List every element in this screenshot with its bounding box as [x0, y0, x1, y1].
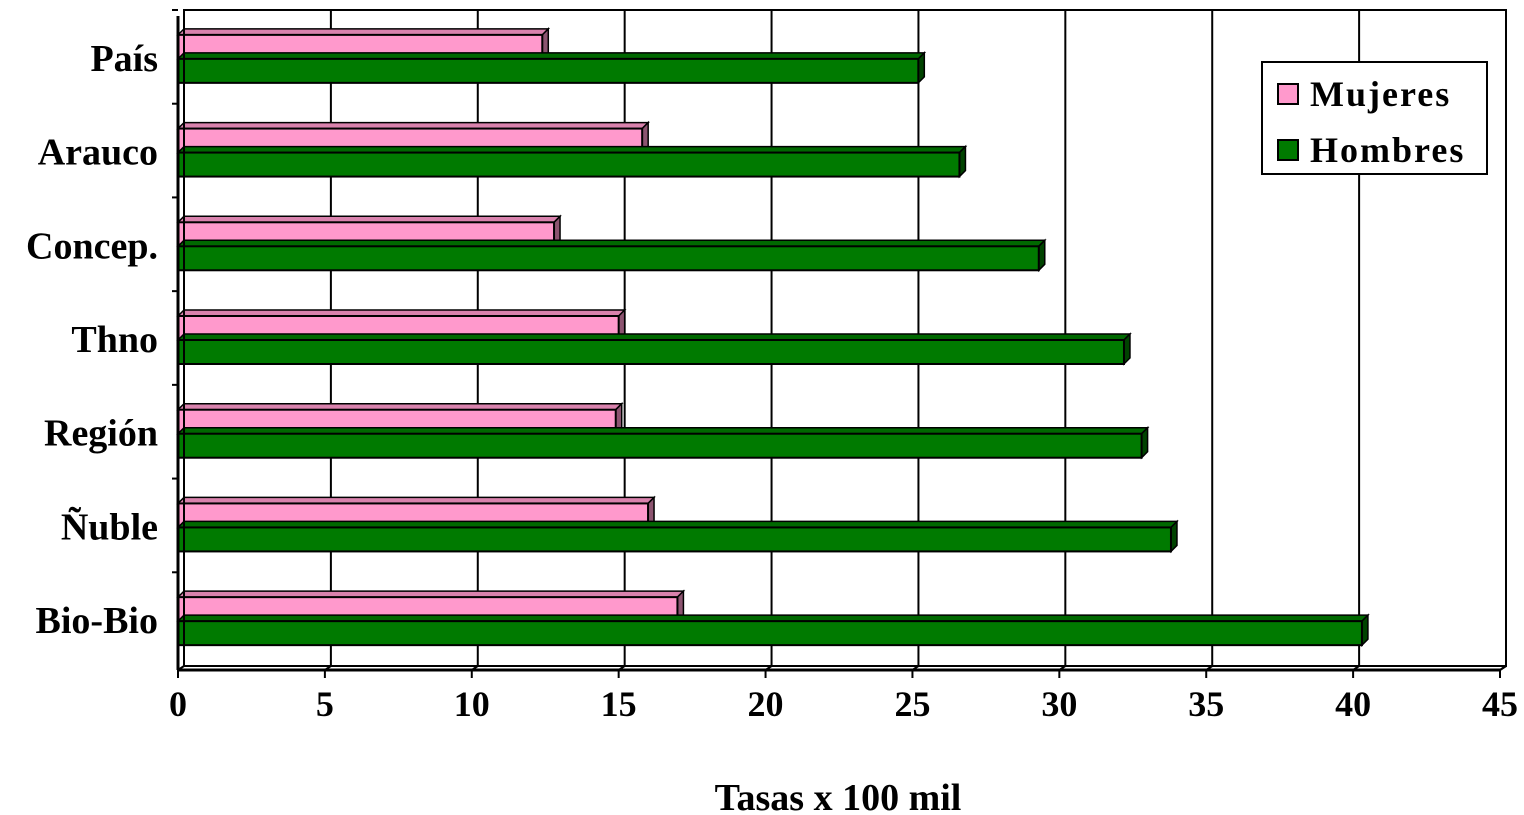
y-category-labels: Bio-Bio Ñuble Región Thno Concep. Arauco País [26, 38, 158, 642]
bar-hombres-2 [176, 425, 1150, 460]
legend-swatch-mujeres [1277, 83, 1299, 105]
axes-group [172, 9, 1507, 678]
x-tick-label: 20 [748, 684, 784, 724]
bar-front-face [177, 526, 1172, 553]
y-tick-label: Concep. [26, 225, 158, 267]
x-tick-label: 0 [169, 684, 187, 724]
y-tick-label: Región [44, 413, 158, 455]
x-tick-label: 15 [601, 684, 637, 724]
bar-hombres-3 [176, 332, 1132, 366]
bar-hombres-1 [176, 519, 1179, 554]
y-tick-label: Arauco [38, 132, 158, 174]
y-tick-label: Ñuble [61, 506, 158, 548]
x-tick-label: 25 [894, 684, 930, 724]
x-tick-label: 40 [1335, 684, 1371, 724]
bar-mujeres-1 [176, 495, 656, 530]
bar-hombres-6 [176, 51, 927, 85]
x-axis-title: Tasas x 100 mil [715, 777, 962, 815]
bar-front-face [177, 245, 1040, 272]
x-axis-end [1499, 665, 1507, 671]
bar-front-face [177, 620, 1363, 647]
x-tick-label: 10 [454, 684, 490, 724]
x-tick-label: 35 [1188, 684, 1224, 724]
bar-front-face [177, 151, 961, 178]
legend-label-mujeres: Mujeres [1310, 74, 1451, 114]
x-tick-label: 45 [1482, 684, 1518, 724]
bar-hombres-5 [176, 144, 968, 179]
legend-label-hombres: Hombres [1310, 130, 1465, 170]
bar-front-face [177, 57, 920, 84]
y-tick-label: Thno [71, 319, 158, 361]
x-tick-labels: 0 5 10 15 20 25 30 35 40 45 [169, 684, 1518, 724]
bars-group [176, 27, 1370, 647]
legend-swatch-hombres [1277, 139, 1299, 161]
x-tick-label: 30 [1041, 684, 1077, 724]
legend: Mujeres Hombres [1261, 61, 1488, 175]
y-tick-label: País [90, 38, 158, 80]
bar-front-face [177, 432, 1143, 459]
x-tick-label: 5 [316, 684, 334, 724]
bar-hombres-0 [176, 613, 1370, 647]
y-tick-label: Bio-Bio [36, 600, 158, 642]
bar-hombres-4 [176, 238, 1047, 273]
bar-front-face [177, 339, 1125, 365]
legend-box [1261, 61, 1488, 175]
